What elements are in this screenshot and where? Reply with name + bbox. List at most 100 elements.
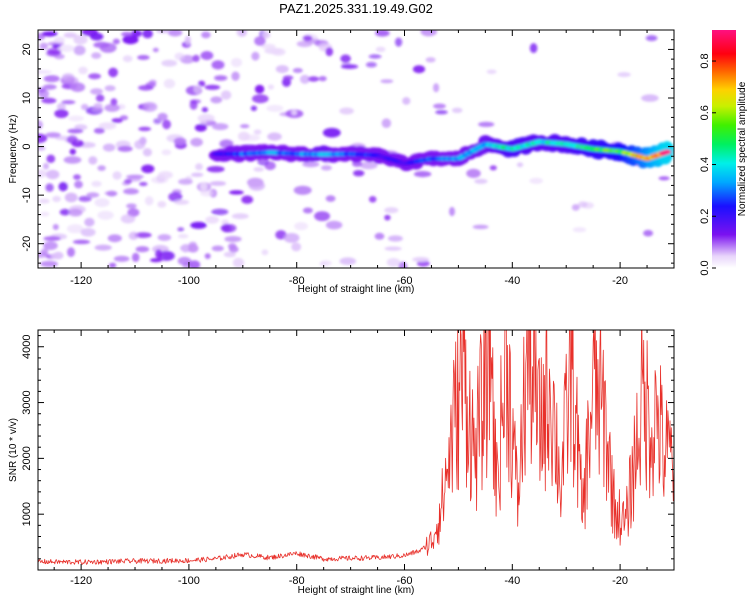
noise-blob [73,34,88,45]
noise-blob [88,73,101,80]
colorbar-gradient [712,30,736,268]
noise-blob [42,84,57,90]
noise-blob [126,174,144,179]
noise-blob [204,84,221,90]
noise-blob [271,48,286,56]
noise-blob [260,43,276,49]
x-tick-label: -40 [504,575,520,587]
noise-blob [359,161,378,170]
noise-blob [318,76,327,82]
noise-blob [368,54,382,59]
noise-blob [191,172,204,177]
bottom-x-ticks: -120 -100 -80 -60 -40 -20 [53,330,675,587]
colorbar-label: Normalized spectral amplitude [737,81,748,216]
top-x-axis-label: Height of straight line (km) [298,284,415,295]
noise-blob [266,104,284,112]
noise-blob [302,35,313,41]
noise-blob [157,112,168,121]
noise-blob [275,65,289,74]
noise-blob [251,94,269,104]
noise-blob [157,201,167,208]
noise-blob [152,47,159,53]
y-tick-label: -20 [21,236,33,252]
noise-blob [413,171,432,178]
noise-blob [262,31,271,39]
noise-blob [52,224,59,230]
noise-blob [220,223,237,233]
chart-title: PAZ1.2025.331.19.49.G02 [279,1,433,16]
snr-panel: -120 -100 -80 -60 -40 -20 1000 2000 3000 4000 He… [8,329,675,596]
noise-blob [90,32,104,41]
noise-blob [40,260,58,268]
noise-blob [131,252,140,262]
noise-blob [187,244,199,253]
noise-blob [117,145,133,152]
noise-blob [61,100,76,105]
noise-blob [204,253,211,259]
noise-blob [38,89,50,99]
x-tick-label: -20 [612,575,628,587]
noise-blob [188,260,201,268]
noise-blob [433,83,440,93]
noise-blob [174,199,190,205]
noise-blob [320,260,332,266]
noise-blob [241,195,254,204]
noise-blob [261,249,269,256]
noise-blob [322,127,341,138]
noise-blob [339,257,357,266]
noise-blob [177,233,189,239]
noise-blob [93,102,103,109]
noise-blob [645,35,658,42]
noise-blob [43,236,61,242]
noise-blob [449,206,455,217]
noise-blob [110,98,118,106]
noise-blob [339,107,354,115]
noise-blob [158,171,173,179]
noise-blob [466,168,481,178]
noise-blob [81,103,89,111]
noise-blob [451,107,463,114]
noise-blob [201,31,211,39]
noise-blob [239,30,247,37]
noise-blob [189,100,198,110]
noise-blob [141,164,155,174]
noise-blob [529,177,543,184]
noise-blob [142,148,152,157]
noise-blob [91,180,102,187]
noise-blob [209,181,227,186]
noise-blob [173,137,187,146]
noise-blob [353,170,365,177]
noise-blob [177,256,192,266]
noise-blob [641,94,659,102]
noise-blob [41,31,58,37]
noise-blob [135,246,150,253]
noise-blob [200,189,214,197]
noise-blob [643,229,654,237]
noise-blob [112,38,120,45]
colorbar-tick-label: 0.6 [699,105,711,120]
noise-blob [190,137,203,147]
noise-blob [95,94,105,102]
noise-blob [99,42,117,53]
noise-blob [386,258,401,267]
noise-blob [74,124,88,131]
x-tick-label: -100 [178,275,200,287]
noise-blob [478,121,495,127]
bottom-x-axis-label: Height of straight line (km) [298,585,415,596]
noise-blob [325,220,343,230]
noise-blob [412,65,426,74]
bottom-y-ticks: 1000 2000 3000 4000 [21,335,674,571]
noise-blob [178,178,193,185]
noise-blob [228,243,237,250]
noise-blob [181,243,189,253]
signal-core [663,149,672,155]
noise-blob [384,214,391,221]
noise-blob [67,128,84,134]
noise-blob [340,64,359,69]
colorbar-tick-label: 0.0 [699,260,711,275]
y-tick-label: 3000 [21,390,33,414]
noise-blob [128,231,139,240]
noise-blob [155,249,163,259]
x-tick-label: -60 [397,575,413,587]
noise-blob [157,234,172,241]
